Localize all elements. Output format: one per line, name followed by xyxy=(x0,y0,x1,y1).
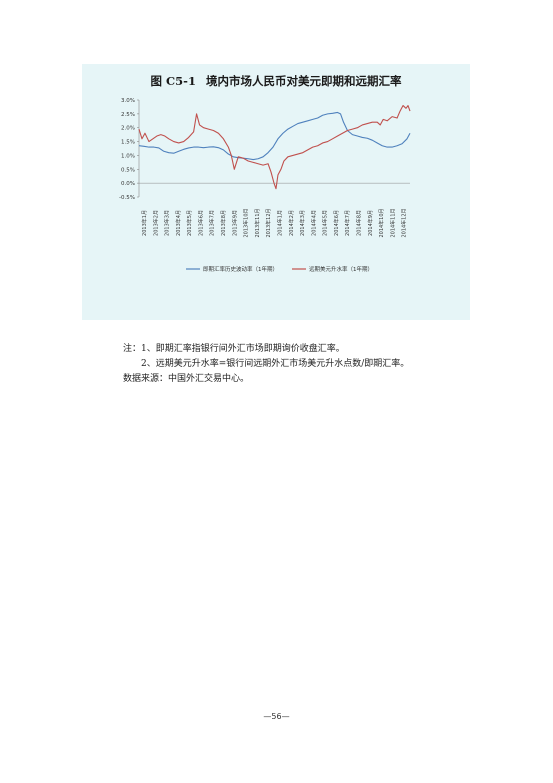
x-tick-label-group: 2014年4月 xyxy=(310,210,317,236)
chart: 3.0% 2.5% 2.0% 1.5% 1.0% 0.5% 0.0% -0.5% 2013年1… xyxy=(119,98,411,273)
note-1: 注：1、即期汇率指银行间外汇市场即期询价收盘汇率。 xyxy=(123,344,345,354)
x-tick-label: 2014年7月 xyxy=(344,210,351,236)
x-tick-label-group: 2013年3月 xyxy=(164,210,171,236)
y-tick-label: 0.5% xyxy=(121,167,135,173)
y-tick-label: 3.0% xyxy=(121,98,135,104)
x-tick-label: 2014年6月 xyxy=(333,210,340,236)
y-tick-label: 1.0% xyxy=(121,153,135,159)
x-tick-label: 2013年12月 xyxy=(265,208,272,237)
x-tick-label: 2014年5月 xyxy=(322,210,329,236)
y-tick-label: 0.0% xyxy=(121,181,135,187)
x-tick-label: 2014年1月 xyxy=(276,210,283,236)
x-tick-label: 2014年8月 xyxy=(356,210,363,236)
x-tick-label: 2014年10月 xyxy=(378,208,385,237)
figure-title: 图 C5-1 境内市场人民币对美元即期和远期汇率 xyxy=(82,73,470,89)
data-source: 数据来源：中国外汇交易中心。 xyxy=(123,374,250,384)
x-tick-label: 2013年6月 xyxy=(197,210,204,236)
y-tick-label: 1.5% xyxy=(121,140,135,146)
x-tick-label-group: 2013年10月 xyxy=(243,208,250,237)
forward-premium-line xyxy=(138,104,411,190)
x-tick-label-group: 2013年9月 xyxy=(231,210,238,236)
x-tick-label-group: 2014年12月 xyxy=(401,208,408,237)
x-tick-label: 2013年2月 xyxy=(152,210,159,236)
y-axis: 3.0% 2.5% 2.0% 1.5% 1.0% 0.5% 0.0% -0.5% xyxy=(119,98,140,201)
x-tick-label: 2013年7月 xyxy=(209,210,216,236)
figure-label: 图 C5-1 xyxy=(150,74,196,88)
y-tick-label: 2.0% xyxy=(121,126,135,132)
figure-box: 图 C5-1 境内市场人民币对美元即期和远期汇率 3.0% 2.5% 2.0% 1.5… xyxy=(82,64,470,384)
series-layer xyxy=(138,104,411,190)
x-tick-label-group: 2014年9月 xyxy=(367,210,374,236)
x-tick-label-group: 2013年8月 xyxy=(220,210,227,236)
x-tick-label-group: 2013年2月 xyxy=(152,210,159,236)
x-tick-label-group: 2013年6月 xyxy=(197,210,204,236)
x-tick-label-group: 2014年1月 xyxy=(276,210,283,236)
x-tick-label-group: 2014年7月 xyxy=(344,210,351,236)
page-number: —56— xyxy=(263,712,290,721)
x-tick-label: 2013年5月 xyxy=(186,210,193,236)
figure-title-text: 境内市场人民币对美元即期和远期汇率 xyxy=(205,74,402,88)
x-tick-label-group: 2013年7月 xyxy=(209,210,216,236)
x-tick-label-group: 2014年10月 xyxy=(378,208,385,237)
x-tick-label-group: 2014年2月 xyxy=(288,210,295,236)
x-tick-label-group: 2014年8月 xyxy=(356,210,363,236)
x-tick-label: 2013年11月 xyxy=(254,208,261,237)
y-tick-label: -0.5% xyxy=(119,195,135,201)
spot-volatility-line xyxy=(138,111,411,161)
x-axis: 2013年1月 2013年2月 2013年3月 2013年4月 2013年5月 2013年… xyxy=(139,182,410,238)
legend-spot-label: 即期汇率历史波动率（1年期） xyxy=(203,265,278,273)
x-tick-label: 2014年2月 xyxy=(288,210,295,236)
x-tick-label: 2014年12月 xyxy=(401,208,408,237)
x-tick-label: 2013年1月 xyxy=(141,210,148,236)
x-tick-label-group: 2014年3月 xyxy=(299,210,306,236)
x-tick-label-group: 2013年4月 xyxy=(175,210,182,236)
note-2: 2、远期美元升水率=银行间远期外汇市场美元升水点数/即期汇率。 xyxy=(141,359,410,369)
notes: 注：1、即期汇率指银行间外汇市场即期询价收盘汇率。 2、远期美元升水率=银行间远… xyxy=(123,342,409,387)
x-tick-label: 2014年9月 xyxy=(367,210,374,236)
x-tick-label-group: 2014年5月 xyxy=(322,210,329,236)
legend: 即期汇率历史波动率（1年期） 远期美元升水率（1年期） xyxy=(186,265,373,273)
x-tick-label: 2014年3月 xyxy=(299,210,306,236)
x-tick-label-group: 2013年12月 xyxy=(265,208,272,237)
x-tick-label-group: 2013年11月 xyxy=(254,208,261,237)
x-tick-label-group: 2013年5月 xyxy=(186,210,193,236)
y-tick-label: 2.5% xyxy=(121,112,135,118)
x-tick-label: 2013年3月 xyxy=(164,210,171,236)
legend-forward-label: 远期美元升水率（1年期） xyxy=(309,265,373,273)
x-tick-label: 2013年9月 xyxy=(231,210,238,236)
x-tick-label: 2013年10月 xyxy=(243,208,250,237)
x-tick-label-group: 2014年6月 xyxy=(333,210,340,236)
x-tick-label: 2013年4月 xyxy=(175,210,182,236)
x-tick-label: 2013年8月 xyxy=(220,210,227,236)
x-tick-label-group: 2014年11月 xyxy=(389,208,396,237)
x-tick-label: 2014年11月 xyxy=(389,208,396,237)
x-tick-label-group: 2013年1月 xyxy=(141,210,148,236)
x-tick-label: 2014年4月 xyxy=(310,210,317,236)
